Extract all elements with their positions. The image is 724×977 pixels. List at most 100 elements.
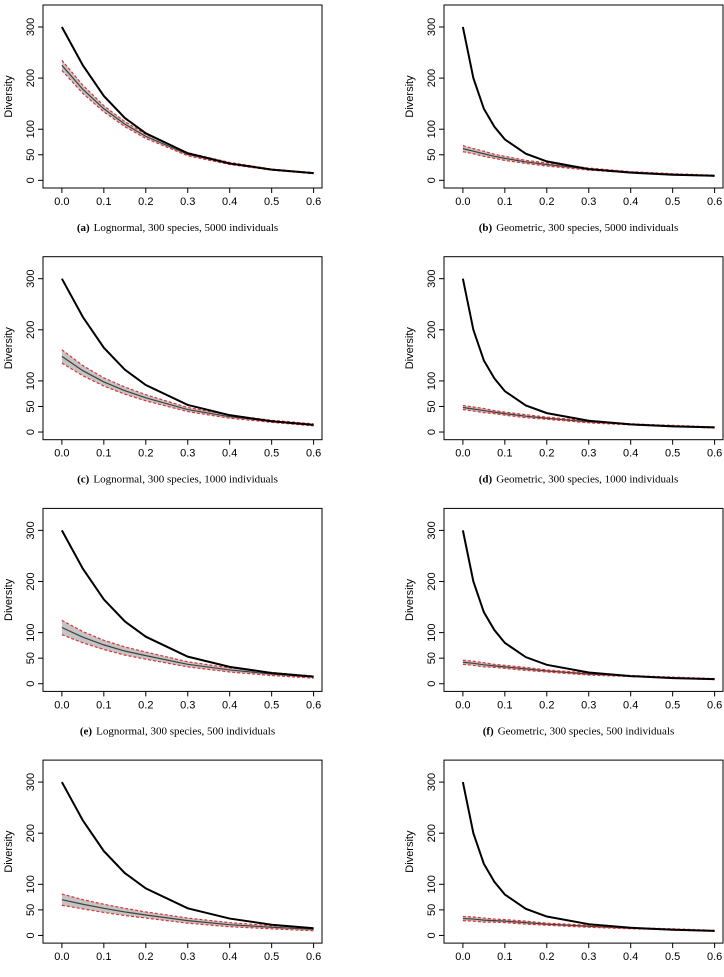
x-tick-label: 0.0 [455, 699, 470, 711]
series-line [61, 634, 314, 679]
y-tick-label: 0 [25, 681, 37, 687]
caption-label: (d) [479, 474, 493, 486]
panel: 0.0 0.1 0.2 0.3 0.4 0.5 0.6 0 50 100 200 300 Diversi… [404, 759, 724, 963]
y-axis-label: Diversity [3, 327, 15, 370]
x-tick-label: 0.3 [180, 951, 195, 963]
x-tick-label: 0.0 [54, 196, 69, 208]
caption-text: Lognormal, 300 species, 500 individuals [96, 725, 275, 737]
series-line [61, 355, 314, 426]
x-tick-label: 0.1 [497, 448, 512, 460]
y-tick-label: 300 [25, 773, 37, 791]
series-line [462, 144, 715, 176]
x-tick-label: 0.2 [539, 448, 554, 460]
x-tick-label: 0.6 [306, 699, 321, 711]
panel: 0.0 0.1 0.2 0.3 0.4 0.5 0.6 0 50 100 200 300 Diversi… [404, 256, 724, 486]
x-tick-label: 0.5 [665, 699, 680, 711]
x-tick-label: 0.6 [306, 951, 321, 963]
series-line [61, 619, 314, 677]
y-tick-label: 300 [426, 773, 438, 791]
series-line [61, 781, 314, 930]
caption: (e) Lognormal, 300 species, 500 individua… [80, 725, 275, 737]
y-axis-label: Diversity [404, 75, 416, 118]
x-tick-label: 0.5 [665, 196, 680, 208]
plot-frame [42, 507, 323, 692]
ci-band [61, 894, 314, 931]
x-tick-label: 0.3 [581, 448, 596, 460]
y-tick-label: 100 [25, 120, 37, 138]
x-tick-label: 0.2 [539, 196, 554, 208]
y-tick-label: 50 [25, 149, 37, 161]
y-tick-label: 200 [426, 824, 438, 842]
x-tick-label: 0.3 [180, 448, 195, 460]
y-tick-label: 50 [25, 904, 37, 916]
x-tick-label: 0.6 [707, 196, 722, 208]
x-tick-label: 0.3 [180, 196, 195, 208]
x-tick-label: 0.5 [264, 699, 279, 711]
y-tick-label: 300 [426, 521, 438, 539]
y-tick-label: 300 [426, 18, 438, 36]
series-line [462, 148, 715, 177]
x-tick-label: 0.5 [665, 951, 680, 963]
caption: (c) Lognormal, 300 species, 1000 individu… [77, 474, 278, 486]
series-line [61, 26, 314, 175]
x-tick-label: 0.1 [497, 951, 512, 963]
y-tick-label: 300 [25, 270, 37, 288]
y-axis-label: Diversity [404, 578, 416, 621]
x-tick-label: 0.3 [581, 699, 596, 711]
y-tick-label: 100 [25, 372, 37, 390]
series-line [61, 349, 314, 425]
x-tick-label: 0.2 [138, 448, 153, 460]
y-axis-label: Diversity [3, 578, 15, 621]
y-tick-label: 50 [426, 149, 438, 161]
x-tick-label: 0.2 [539, 951, 554, 963]
x-tick-label: 0.4 [222, 196, 237, 208]
x-tick-label: 0.3 [581, 196, 596, 208]
y-axis-label: Diversity [3, 830, 15, 873]
y-tick-label: 100 [25, 623, 37, 641]
x-tick-label: 0.0 [54, 951, 69, 963]
x-tick-label: 0.4 [222, 699, 237, 711]
x-tick-label: 0.1 [96, 196, 111, 208]
ci-band [462, 405, 715, 428]
y-tick-label: 0 [426, 681, 438, 687]
y-tick-label: 50 [426, 652, 438, 664]
y-axis-label: Diversity [3, 75, 15, 118]
x-tick-label: 0.2 [138, 699, 153, 711]
caption-label: (c) [77, 474, 90, 486]
caption-label: (a) [77, 222, 90, 234]
series-line [461, 26, 715, 177]
plot-frame [443, 507, 724, 692]
panel: 0.0 0.1 0.2 0.3 0.4 0.5 0.6 0 50 100 200 300 Diversi… [3, 256, 323, 486]
y-tick-label: 100 [426, 372, 438, 390]
y-tick-label: 200 [426, 69, 438, 87]
x-tick-label: 0.4 [623, 196, 638, 208]
series-line [61, 529, 314, 678]
ci-band [61, 349, 314, 426]
plot-frame [443, 759, 724, 944]
y-tick-label: 100 [426, 120, 438, 138]
series-line [461, 781, 715, 932]
x-tick-label: 0.1 [497, 196, 512, 208]
series-line [61, 893, 314, 929]
ci-band [61, 620, 314, 679]
x-tick-label: 0.6 [707, 699, 722, 711]
y-tick-label: 0 [25, 177, 37, 183]
panel: 0.0 0.1 0.2 0.3 0.4 0.5 0.6 0 50 100 200 300 Diversi… [404, 4, 724, 234]
x-tick-label: 0.6 [707, 951, 722, 963]
y-tick-label: 100 [426, 623, 438, 641]
plot-frame [443, 256, 724, 441]
series-line [61, 70, 314, 175]
caption-label: (b) [479, 222, 493, 234]
x-tick-label: 0.3 [581, 951, 596, 963]
caption: (f) Geometric, 300 species, 500 individua… [483, 725, 675, 737]
series-line [461, 530, 715, 681]
series-line [61, 626, 314, 678]
x-tick-label: 0.0 [455, 951, 470, 963]
x-tick-label: 0.4 [623, 699, 638, 711]
x-tick-label: 0.3 [180, 699, 195, 711]
plot-frame [443, 4, 724, 189]
series-line [61, 362, 314, 427]
ci-band [462, 660, 715, 680]
x-tick-label: 0.1 [96, 699, 111, 711]
